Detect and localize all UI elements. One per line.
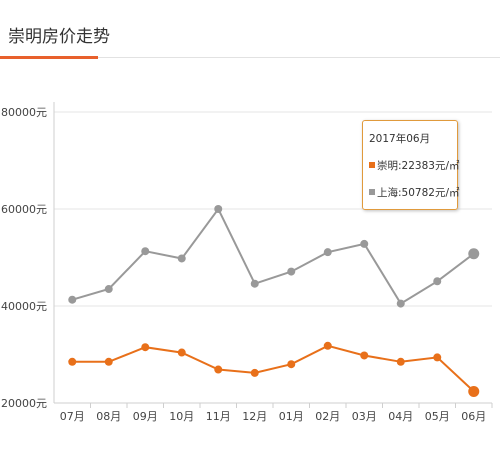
data-point: [433, 353, 442, 362]
data-point: [177, 348, 186, 357]
data-point: [214, 205, 223, 213]
header-accent-line: [0, 56, 98, 59]
data-point: [360, 239, 369, 248]
y-tick-label: 40000元: [1, 300, 47, 313]
data-point: [68, 295, 77, 304]
header-divider: [98, 57, 500, 58]
gray-square-icon: [369, 189, 375, 195]
x-tick-label: 10月: [169, 410, 194, 423]
x-tick-label: 03月: [352, 410, 377, 423]
data-point: [323, 248, 332, 257]
data-point: [468, 248, 480, 260]
x-tick-label: 05月: [425, 410, 450, 423]
data-point: [360, 351, 369, 360]
data-point: [141, 343, 150, 352]
x-tick-label: 07月: [60, 410, 85, 423]
tooltip-row-label: 崇明:22383元/㎡: [377, 160, 460, 172]
data-point: [104, 285, 113, 294]
x-tick-label: 12月: [242, 410, 267, 423]
data-point: [396, 299, 405, 308]
x-tick-label: 08月: [96, 410, 121, 423]
x-tick-label: 06月: [461, 410, 486, 423]
chart-header: 崇明房价走势: [0, 0, 500, 60]
x-tick-label: 11月: [206, 410, 231, 423]
series-line-0: [72, 344, 475, 393]
x-tick-label: 02月: [315, 410, 340, 423]
data-point: [250, 279, 259, 288]
data-point: [68, 357, 77, 366]
tooltip-row-label: 上海:50782元/㎡: [377, 187, 460, 199]
chart-tooltip: 2017年06月 崇明:22383元/㎡ 上海:50782元/㎡: [362, 120, 459, 210]
y-tick-label: 80000元: [1, 106, 47, 119]
data-point: [287, 267, 296, 276]
y-tick-label: 20000元: [1, 397, 47, 410]
data-point: [433, 277, 442, 286]
data-point: [396, 357, 405, 366]
data-point: [250, 368, 259, 377]
data-point: [323, 341, 332, 350]
series-line-1: [72, 207, 475, 305]
data-point: [141, 247, 150, 256]
x-tick-label: 09月: [133, 410, 158, 423]
page-title: 崇明房价走势: [8, 27, 110, 47]
y-tick-label: 60000元: [1, 203, 47, 216]
tooltip-row-shanghai: 上海:50782元/㎡: [369, 185, 459, 200]
tooltip-row-chongming: 崇明:22383元/㎡: [369, 158, 459, 173]
orange-square-icon: [369, 162, 375, 168]
data-point: [287, 360, 296, 369]
data-point: [214, 365, 223, 374]
data-point: [468, 385, 480, 397]
tooltip-title: 2017年06月: [369, 133, 431, 145]
data-point: [104, 357, 113, 366]
data-point: [177, 254, 186, 263]
x-tick-label: 04月: [388, 410, 413, 423]
x-tick-label: 01月: [279, 410, 304, 423]
